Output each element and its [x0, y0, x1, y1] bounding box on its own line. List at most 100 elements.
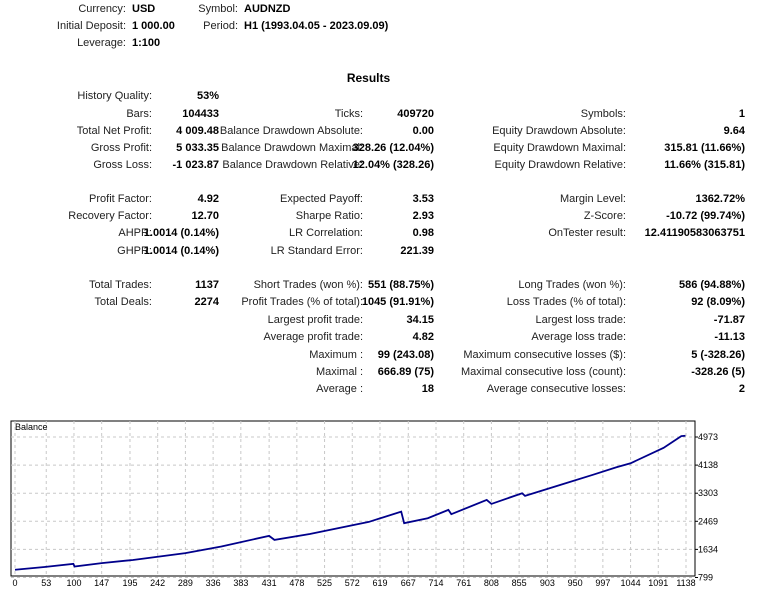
result-value: 2	[738, 383, 745, 395]
result-value: 12.04% (328.26)	[352, 159, 434, 171]
x-tick-label: 950	[568, 578, 583, 588]
result-value: 0.98	[412, 227, 434, 239]
header-value: USD	[132, 3, 156, 15]
result-label: GHPR:	[117, 245, 152, 257]
result-label: Equity Drawdown Relative:	[494, 159, 626, 171]
x-tick-label: 383	[233, 578, 248, 588]
result-value: 4.92	[197, 193, 219, 205]
header-label: Leverage:	[77, 37, 126, 49]
result-value: 53%	[196, 90, 219, 102]
x-tick-label: 714	[428, 578, 443, 588]
x-tick-label: 761	[456, 578, 471, 588]
result-value: 3.53	[412, 193, 434, 205]
result-label: Equity Drawdown Maximal:	[493, 142, 626, 154]
balance-line	[14, 434, 686, 571]
header-label: Initial Deposit:	[56, 20, 126, 32]
result-label: Total Trades:	[89, 279, 152, 291]
x-tick-label: 572	[345, 578, 360, 588]
x-tick-label: 195	[122, 578, 137, 588]
result-label: Total Deals:	[94, 296, 152, 308]
result-label: History Quality:	[77, 90, 152, 102]
x-tick-label: 53	[41, 578, 51, 588]
header-label: Period:	[203, 20, 238, 32]
result-value: 5 033.35	[176, 142, 219, 154]
chart-title: Balance	[15, 422, 48, 432]
result-label: Profit Factor:	[89, 193, 152, 205]
result-label: Balance Drawdown Maximal:	[221, 142, 363, 154]
result-value: 666.89 (75)	[377, 366, 434, 378]
result-value: -71.87	[713, 314, 745, 326]
result-label: OnTester result:	[548, 227, 626, 239]
x-tick-label: 1091	[648, 578, 668, 588]
result-label: Average :	[316, 383, 363, 395]
x-tick-label: 1044	[621, 578, 641, 588]
x-tick-label: 1138	[676, 578, 695, 588]
header-value: 1:100	[132, 37, 161, 49]
result-label: Symbols:	[580, 108, 626, 120]
y-tick-label: 2469	[698, 516, 718, 526]
result-label: Balance Drawdown Relative:	[222, 159, 363, 171]
x-tick-label: 525	[317, 578, 332, 588]
x-tick-label: 431	[262, 578, 277, 588]
result-label: Average consecutive losses:	[486, 383, 626, 395]
result-label: Largest profit trade:	[267, 314, 363, 326]
results-title: Results	[346, 71, 391, 85]
result-value: 1045 (91.91%)	[361, 296, 434, 308]
result-label: Ticks:	[334, 108, 363, 120]
y-tick-label: 799	[698, 573, 713, 583]
result-value: -11.13	[714, 331, 745, 343]
result-label: Long Trades (won %):	[518, 279, 626, 291]
x-tick-label: 242	[150, 578, 165, 588]
result-value: 1137	[195, 279, 219, 291]
result-value: 328.26 (12.04%)	[352, 142, 434, 154]
x-tick-label: 997	[595, 578, 610, 588]
header-value: 1 000.00	[132, 20, 175, 32]
result-value: 586 (94.88%)	[678, 279, 745, 291]
result-label: Maximal :	[315, 366, 363, 378]
x-tick-label: 478	[289, 578, 304, 588]
result-label: Equity Drawdown Absolute:	[492, 125, 626, 137]
result-value: 1362.72%	[695, 193, 745, 205]
x-tick-label: 147	[94, 578, 109, 588]
result-value: 4 009.48	[176, 125, 219, 137]
x-tick-label: 289	[178, 578, 193, 588]
result-label: Short Trades (won %):	[253, 279, 363, 291]
result-label: Profit Trades (% of total):	[241, 296, 363, 308]
result-label: Average loss trade:	[531, 331, 626, 343]
result-label: Largest loss trade:	[535, 314, 627, 326]
x-tick-label: 903	[540, 578, 555, 588]
result-label: Total Net Profit:	[76, 125, 152, 137]
y-tick-label: 4973	[698, 432, 718, 442]
result-label: Maximum :	[309, 349, 363, 361]
result-label: LR Standard Error:	[270, 245, 363, 257]
result-label: LR Correlation:	[289, 227, 363, 239]
result-value: 11.66% (315.81)	[664, 159, 745, 171]
header-label: Symbol:	[198, 3, 238, 15]
result-label: Margin Level:	[559, 193, 626, 205]
x-tick-label: 808	[484, 578, 499, 588]
result-label: Maximum consecutive losses ($):	[463, 349, 626, 361]
result-value: 34.15	[406, 314, 434, 326]
result-label: Expected Payoff:	[280, 193, 363, 205]
result-value: -10.72 (99.74%)	[666, 210, 745, 222]
header-value: AUDNZD	[244, 3, 291, 15]
y-tick-label: 4138	[698, 460, 718, 470]
result-value: 92 (8.09%)	[691, 296, 745, 308]
result-value: 1.0014 (0.14%)	[143, 245, 219, 257]
result-label: Z-Score:	[583, 210, 626, 222]
result-label: Maximal consecutive loss (count):	[460, 366, 626, 378]
result-value: 12.41190583063751	[644, 227, 745, 239]
header-label: Currency:	[78, 3, 126, 15]
result-value: -1 023.87	[172, 159, 219, 171]
result-value: 409720	[397, 108, 434, 120]
result-label: Gross Loss:	[93, 159, 152, 171]
result-value: 1	[738, 108, 745, 120]
result-value: 1.0014 (0.14%)	[143, 227, 219, 239]
result-value: 12.70	[191, 210, 219, 222]
header-value: H1 (1993.04.05 - 2023.09.09)	[244, 20, 389, 32]
result-label: Gross Profit:	[90, 142, 152, 154]
x-tick-label: 336	[206, 578, 221, 588]
x-tick-label: 619	[372, 578, 387, 588]
result-value: 221.39	[400, 245, 434, 257]
result-value: 99 (243.08)	[377, 349, 434, 361]
